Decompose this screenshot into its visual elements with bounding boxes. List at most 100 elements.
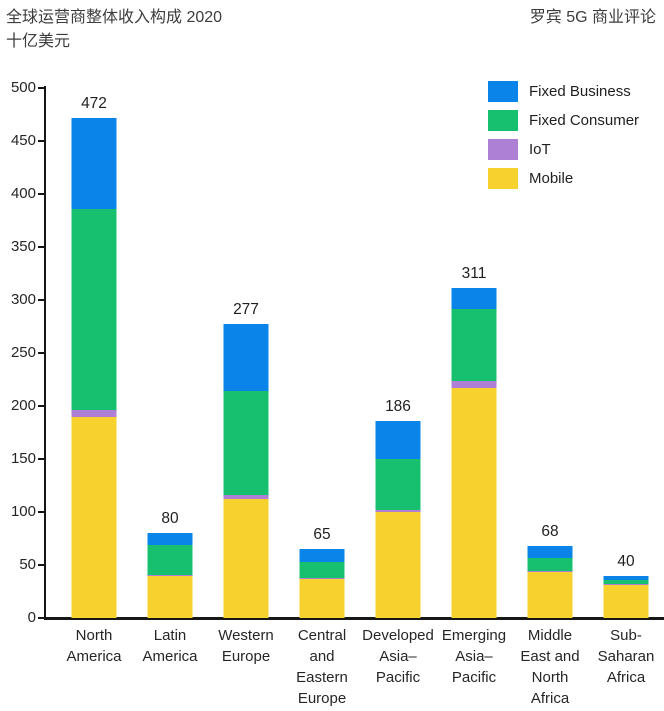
x-axis-label-latin-america: Latin America (142, 627, 198, 665)
y-axis-tick-label: 50 (19, 556, 36, 573)
y-axis-tick (38, 405, 44, 407)
legend-swatch-mobile (488, 168, 518, 189)
bar-segment-fixed-consumer (603, 579, 649, 585)
bar-total-label: 65 (313, 526, 331, 544)
y-axis-line (44, 86, 46, 620)
bar-segment-fixed-business (527, 545, 573, 558)
chart-title: 全球运营商整体收入构成 2020 (6, 9, 223, 26)
x-axis-label-western-europe: Western Europe (218, 627, 274, 665)
bar-central-and-eastern-europe (299, 549, 345, 618)
bar-segment-fixed-consumer (299, 561, 345, 578)
bar-segment-mobile (451, 387, 497, 618)
y-axis-tick (38, 246, 44, 248)
bar-segment-iot (147, 574, 193, 576)
bar-segment-iot (451, 380, 497, 388)
y-axis-tick-label: 150 (10, 450, 36, 467)
x-axis-label-north-america: North America (66, 627, 122, 665)
y-axis-tick-label: 500 (10, 79, 36, 96)
legend: Fixed Business Fixed Consumer IoT Mobile (488, 81, 639, 197)
bar-segment-fixed-business (223, 324, 269, 392)
bar-segment-fixed-consumer (527, 557, 573, 572)
bar-segment-iot (299, 577, 345, 579)
legend-swatch-fixed-business (488, 81, 518, 102)
bar-segment-mobile (71, 416, 117, 618)
y-axis-tick-label: 200 (10, 397, 36, 414)
bar-total-label: 472 (81, 94, 107, 112)
bar-segment-fixed-business (71, 117, 117, 209)
bar-column-middle-east-and-north-africa: 68 (512, 88, 588, 618)
x-axis-label-middle-east-and-north-africa: Middle East and North Africa (520, 627, 580, 707)
bar-total-label: 277 (233, 301, 259, 319)
y-axis-tick-label: 300 (10, 291, 36, 308)
bar-column-emerging-asia-pacific: 311 (436, 88, 512, 618)
x-axis-label-central-and-eastern-europe: Central and Eastern Europe (296, 627, 348, 707)
bar-developed-asia-pacific (375, 420, 421, 618)
bar-column-developed-asia-pacific: 186 (360, 88, 436, 618)
bar-middle-east-and-north-africa (527, 545, 573, 618)
bar-segment-mobile (147, 575, 193, 618)
bar-segment-iot (223, 495, 269, 500)
bar-segment-fixed-business (603, 575, 649, 580)
bar-segment-iot (71, 410, 117, 417)
y-axis-tick (38, 87, 44, 89)
bar-column-central-and-eastern-europe: 65 (284, 88, 360, 618)
y-axis-tick (38, 458, 44, 460)
bar-column-sub-saharan-africa: 40 (588, 88, 664, 618)
legend-item-fixed-business: Fixed Business (488, 81, 639, 102)
x-axis-label-developed-asia-pacific: Developed Asia–Pacific (362, 627, 434, 686)
bar-segment-mobile (603, 585, 649, 618)
x-axis-label-sub-saharan-africa: Sub-Saharan Africa (597, 627, 655, 686)
bar-column-western-europe: 277 (208, 88, 284, 618)
bar-segment-mobile (223, 499, 269, 618)
y-axis-tick-label: 450 (10, 132, 36, 149)
bar-segment-fixed-consumer (451, 308, 497, 381)
bar-column-latin-america: 80 (132, 88, 208, 618)
y-axis-tick (38, 299, 44, 301)
legend-label-fixed-business: Fixed Business (529, 83, 631, 100)
legend-item-mobile: Mobile (488, 168, 639, 189)
y-axis-tick (38, 564, 44, 566)
legend-item-iot: IoT (488, 139, 639, 160)
bar-western-europe (223, 324, 269, 618)
y-axis-tick (38, 511, 44, 513)
legend-item-fixed-consumer: Fixed Consumer (488, 110, 639, 131)
y-axis-tick-label: 400 (10, 185, 36, 202)
legend-swatch-fixed-consumer (488, 110, 518, 131)
bar-segment-fixed-consumer (71, 208, 117, 411)
bar-segment-iot (375, 509, 421, 512)
x-axis-line (44, 617, 664, 620)
bar-north-america (71, 117, 117, 618)
x-axis-labels: North America Latin America Western Europe… (56, 625, 664, 709)
bar-segment-iot (527, 571, 573, 573)
bar-segment-mobile (527, 572, 573, 618)
y-axis-tick-label: 250 (10, 344, 36, 361)
bar-segment-fixed-business (451, 288, 497, 309)
bar-latin-america (147, 533, 193, 618)
y-axis-tick-label: 350 (10, 238, 36, 255)
bar-column-north-america: 472 (56, 88, 132, 618)
y-axis-tick-label: 0 (27, 609, 36, 626)
bar-segment-iot (603, 584, 649, 586)
y-axis-tick-label: 100 (10, 503, 36, 520)
bar-total-label: 186 (385, 397, 411, 415)
y-axis-tick (38, 617, 44, 619)
bar-segment-fixed-business (147, 533, 193, 545)
bar-segment-fixed-consumer (223, 391, 269, 496)
bar-sub-saharan-africa (603, 575, 649, 618)
y-axis-tick (38, 193, 44, 195)
bar-total-label: 311 (461, 265, 487, 283)
legend-label-mobile: Mobile (529, 170, 574, 187)
bar-segment-fixed-business (299, 549, 345, 562)
bar-segment-fixed-consumer (147, 544, 193, 575)
brand-text: 罗宾 5G 商业评论 (529, 9, 656, 26)
y-axis-tick (38, 140, 44, 142)
bar-total-label: 80 (161, 510, 179, 528)
bars-area: 472 80 277 65 186 311 68 40 (56, 88, 664, 618)
bar-total-label: 40 (617, 552, 635, 570)
bar-total-label: 68 (541, 522, 559, 540)
legend-swatch-iot (488, 139, 518, 160)
legend-label-fixed-consumer: Fixed Consumer (529, 112, 640, 129)
bar-segment-fixed-consumer (375, 459, 421, 510)
y-axis-tick (38, 352, 44, 354)
